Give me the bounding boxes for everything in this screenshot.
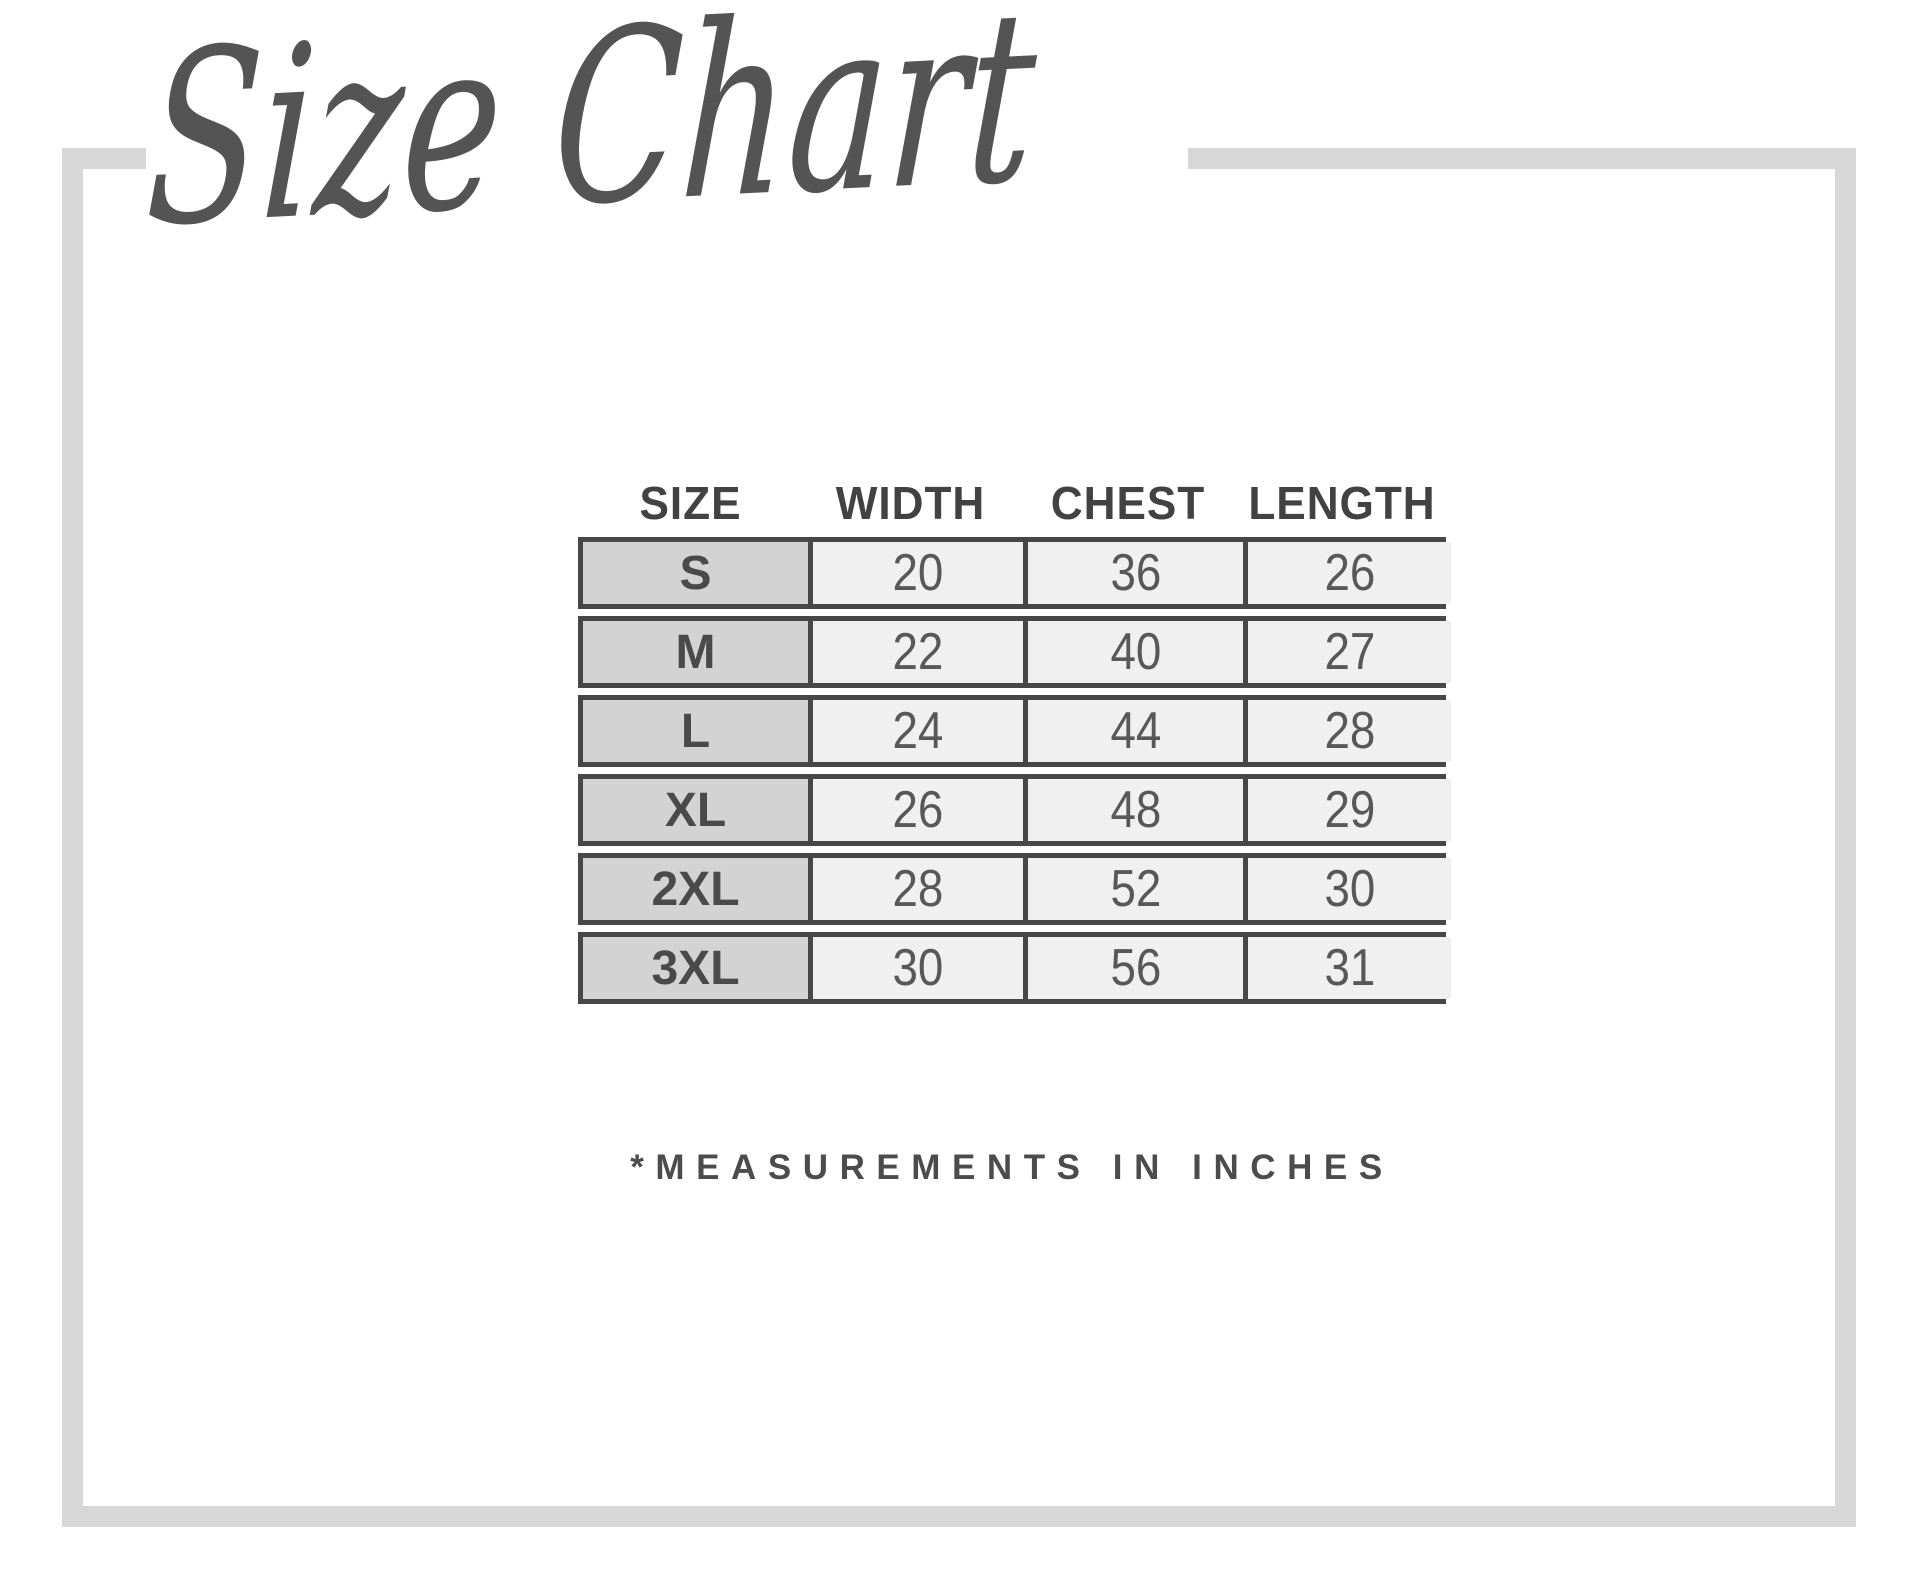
width-value-cell: 26 xyxy=(808,779,1023,841)
table-row: S 20 36 26 xyxy=(578,537,1451,609)
table-row: 3XL 30 56 31 xyxy=(578,932,1451,1004)
frame-border-gap xyxy=(146,140,1188,182)
length-value-cell: 27 xyxy=(1243,621,1451,683)
table-row: L 24 44 28 xyxy=(578,695,1451,767)
chest-value-cell: 40 xyxy=(1023,621,1243,683)
width-value-cell: 30 xyxy=(808,937,1023,999)
chest-value-cell: 52 xyxy=(1023,858,1243,920)
table-row: M 22 40 27 xyxy=(578,616,1451,688)
chest-value-cell: 44 xyxy=(1023,700,1243,762)
width-value-cell: 28 xyxy=(808,858,1023,920)
column-header-chest: CHEST xyxy=(1050,477,1206,529)
size-label-cell: 3XL xyxy=(583,937,808,999)
size-label-cell: M xyxy=(583,621,808,683)
length-value-cell: 28 xyxy=(1243,700,1451,762)
size-table: S 20 36 26 M 22 40 27 L 24 44 28 XL 26 4… xyxy=(578,537,1451,1004)
size-label-cell: L xyxy=(583,700,808,762)
table-row: 2XL 28 52 30 xyxy=(578,853,1451,925)
column-header-size: SIZE xyxy=(639,477,742,529)
chest-value-cell: 48 xyxy=(1023,779,1243,841)
size-label-cell: 2XL xyxy=(583,858,808,920)
chest-value-cell: 36 xyxy=(1023,542,1243,604)
length-value-cell: 26 xyxy=(1243,542,1451,604)
measurements-footnote: *MEASUREMENTS IN INCHES xyxy=(630,1148,1394,1187)
chest-value-cell: 56 xyxy=(1023,937,1243,999)
length-value-cell: 29 xyxy=(1243,779,1451,841)
width-value-cell: 20 xyxy=(808,542,1023,604)
column-header-width: WIDTH xyxy=(835,477,986,529)
column-header-length: LENGTH xyxy=(1248,477,1436,529)
width-value-cell: 22 xyxy=(808,621,1023,683)
length-value-cell: 30 xyxy=(1243,858,1451,920)
size-label-cell: XL xyxy=(583,779,808,841)
page-title: Size Chart xyxy=(141,0,1042,281)
table-row: XL 26 48 29 xyxy=(578,774,1451,846)
length-value-cell: 31 xyxy=(1243,937,1451,999)
table-header-row: SIZE WIDTH CHEST LENGTH xyxy=(578,470,1446,530)
size-label-cell: S xyxy=(583,542,808,604)
width-value-cell: 24 xyxy=(808,700,1023,762)
